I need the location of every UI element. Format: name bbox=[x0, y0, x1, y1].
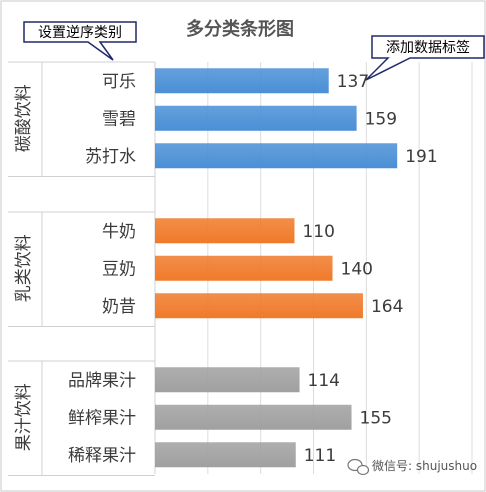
category-label: 稀释果汁 bbox=[68, 446, 136, 466]
bar-鲜榨果汁 bbox=[155, 404, 352, 430]
reverse-order-callout-text: 设置逆序类别 bbox=[38, 25, 122, 41]
group-label-1: 乳类饮料 bbox=[14, 234, 34, 302]
data-label: 191 bbox=[405, 147, 437, 167]
wechat-icon bbox=[347, 458, 370, 476]
group-label-0: 碳酸饮料 bbox=[14, 84, 34, 152]
data-label: 110 bbox=[302, 222, 334, 242]
data-label: 155 bbox=[360, 408, 392, 428]
category-label: 奶昔 bbox=[102, 297, 136, 317]
bar-稀释果汁 bbox=[155, 442, 296, 468]
data-label: 137 bbox=[337, 72, 369, 92]
chart-title: 多分类条形图 bbox=[186, 18, 294, 40]
bar-品牌果汁 bbox=[155, 367, 300, 393]
category-label: 牛奶 bbox=[102, 222, 136, 242]
category-label: 雪碧 bbox=[102, 109, 136, 129]
bar-奶昔 bbox=[155, 293, 363, 319]
category-label: 苏打水 bbox=[85, 147, 136, 167]
data-labels-callout: 添加数据标签 bbox=[365, 35, 485, 81]
data-labels-callout-text: 添加数据标签 bbox=[386, 39, 470, 56]
bar-牛奶 bbox=[155, 218, 295, 244]
group-label-2: 果汁饮料 bbox=[14, 383, 34, 451]
category-label: 可乐 bbox=[102, 72, 136, 92]
data-label: 159 bbox=[365, 109, 397, 129]
bar-雪碧 bbox=[155, 105, 357, 131]
data-label: 164 bbox=[371, 297, 403, 317]
data-label: 140 bbox=[341, 259, 373, 279]
data-labels: 137 159 191 110 140 164 114 155 111 bbox=[302, 72, 437, 466]
bar-苏打水 bbox=[155, 143, 398, 169]
watermark-text: 微信号: shujushuo bbox=[372, 459, 477, 473]
data-label: 111 bbox=[304, 446, 336, 466]
watermark: 微信号: shujushuo bbox=[347, 458, 477, 476]
category-label: 鲜榨果汁 bbox=[68, 408, 136, 428]
category-label: 品牌果汁 bbox=[68, 371, 136, 391]
bar-可乐 bbox=[155, 68, 329, 94]
bars bbox=[155, 68, 398, 468]
bar-豆奶 bbox=[155, 255, 333, 281]
reverse-order-callout: 设置逆序类别 bbox=[23, 21, 137, 61]
category-label: 豆奶 bbox=[102, 259, 136, 279]
data-label: 114 bbox=[308, 371, 340, 391]
